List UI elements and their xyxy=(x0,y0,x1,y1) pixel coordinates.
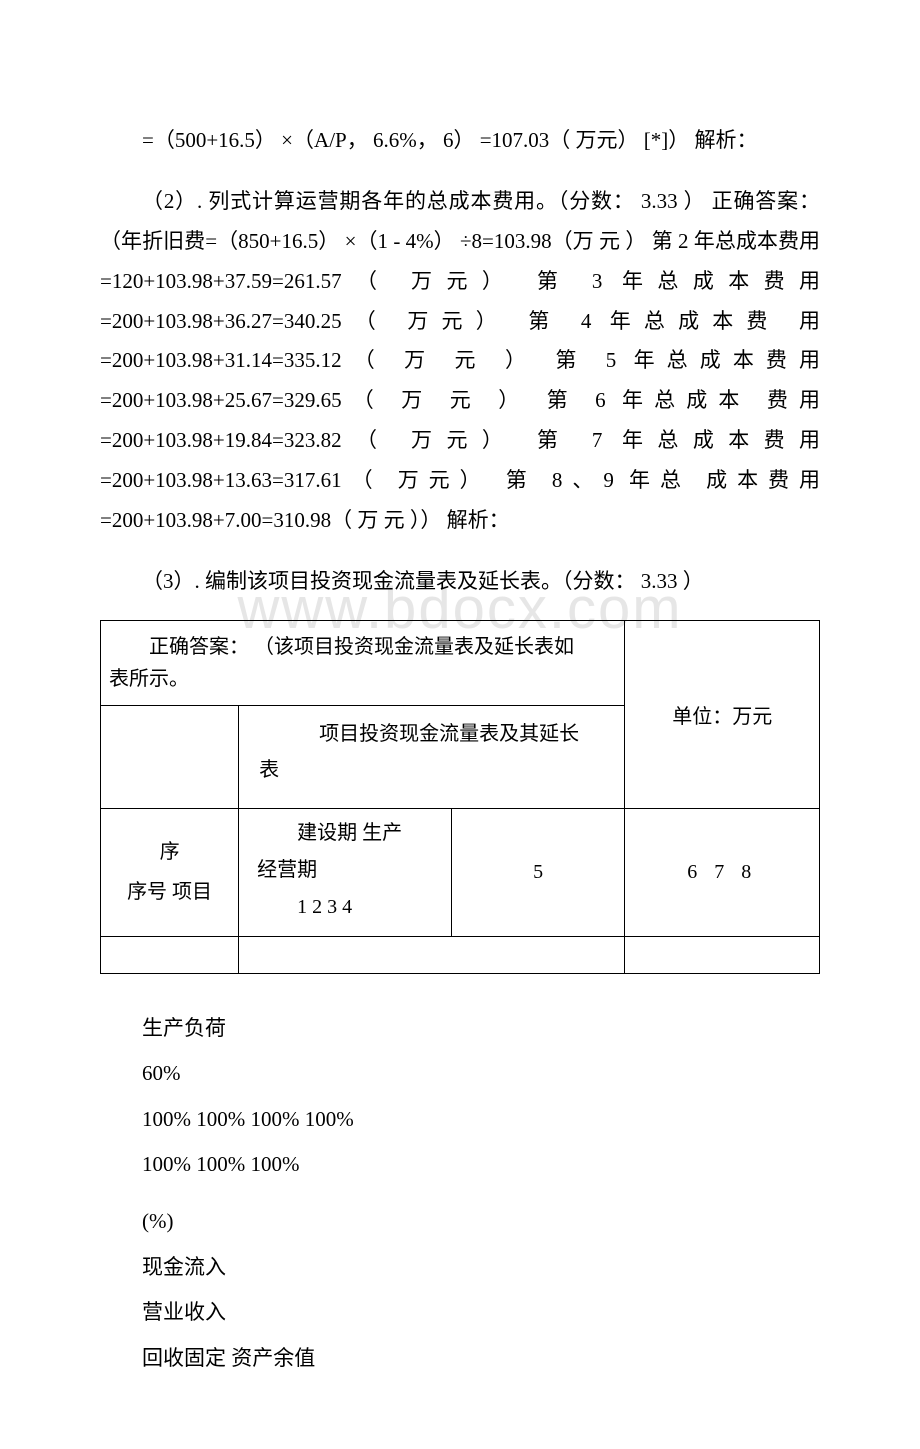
title-prefix xyxy=(259,723,319,745)
list-item: 现金流入 xyxy=(100,1253,820,1282)
answer-label-line2: 表所示。 xyxy=(109,668,189,690)
table-title-cell: 项目投资现金流量表及其延长 表 xyxy=(239,705,625,808)
empty-cell xyxy=(101,936,239,973)
cashflow-table: 正确答案： （该项目投资现金流量表及延长表如 表所示。 单位：万元 项目投资现金… xyxy=(100,620,820,974)
list-item: 营业收入 xyxy=(100,1298,820,1327)
table-row xyxy=(101,936,820,973)
list-item: 生产负荷 xyxy=(100,1014,820,1043)
col2-line3: 1 2 3 4 xyxy=(257,896,352,918)
list-item: 100% 100% 100% 100% xyxy=(100,1105,820,1134)
empty-cell xyxy=(239,936,625,973)
header-col-1: 序 序号 项目 xyxy=(101,808,239,936)
list-item: 100% 100% 100% xyxy=(100,1150,820,1179)
table-row: 序 序号 项目 建设期 生产 经营期 1 2 3 4 5 6 7 8 xyxy=(101,808,820,936)
col1-line1: 序 xyxy=(160,841,180,863)
paragraph-1: =（500+16.5） ×（A/P， 6.6%， 6） =107.03（ 万元）… xyxy=(100,121,820,161)
header-col-4: 6 7 8 xyxy=(625,808,820,936)
title-main-2: 表 xyxy=(259,759,279,781)
body-list: 生产负荷 60% 100% 100% 100% 100% 100% 100% 1… xyxy=(100,1014,820,1373)
title-main: 项目投资现金流量表及其延长 xyxy=(319,723,579,745)
page-content: =（500+16.5） ×（A/P， 6.6%， 6） =107.03（ 万元）… xyxy=(0,0,920,1449)
answer-label-cell: 正确答案： （该项目投资现金流量表及延长表如 表所示。 xyxy=(101,620,625,705)
blank-cell xyxy=(101,705,239,808)
col1-line2: 序号 项目 xyxy=(127,881,212,903)
unit-cell: 单位：万元 xyxy=(625,620,820,808)
empty-cell xyxy=(625,936,820,973)
table-row: 正确答案： （该项目投资现金流量表及延长表如 表所示。 单位：万元 xyxy=(101,620,820,705)
list-item: 60% xyxy=(100,1059,820,1088)
answer-label-line1: 正确答案： （该项目投资现金流量表及延长表如 xyxy=(109,636,574,658)
list-item: 回收固定 资产余值 xyxy=(100,1344,820,1373)
paragraph-2: （2）. 列式计算运营期各年的总成本费用。（分数： 3.33 ） 正确答案： （… xyxy=(100,182,820,541)
paragraph-3: （3）. 编制该项目投资现金流量表及延长表。（分数： 3.33 ） xyxy=(100,562,820,602)
header-col-2: 建设期 生产 经营期 1 2 3 4 xyxy=(239,808,452,936)
list-item: (%) xyxy=(100,1207,820,1236)
col2-line1: 建设期 生产 xyxy=(257,822,402,844)
header-col-3: 5 xyxy=(451,808,625,936)
col2-line2: 经营期 xyxy=(257,859,317,881)
